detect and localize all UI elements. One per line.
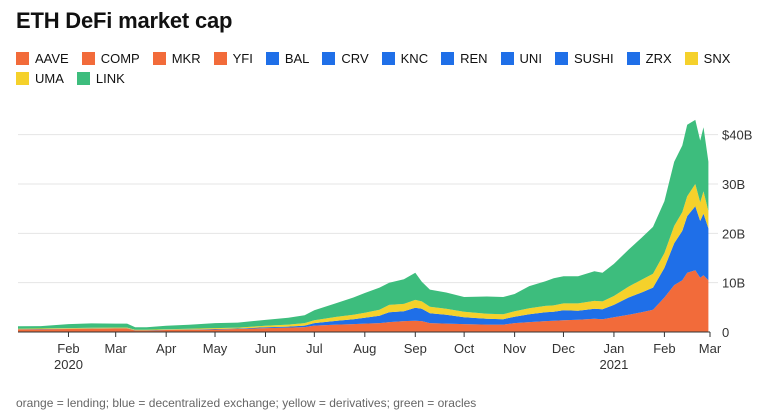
x-tick-label: Apr	[156, 341, 177, 356]
chart-legend: AAVE COMP MKR YFI BAL CRV KNC REN UNI SUSHI ZRX SNX…	[16, 50, 756, 86]
legend-label: UMA	[35, 70, 64, 86]
legend-item-link: LINK	[76, 70, 125, 86]
legend-label: KNC	[400, 50, 429, 66]
x-tick-label: Jan	[603, 341, 624, 356]
y-tick-label: 30B	[722, 177, 745, 192]
legend-swatch	[16, 71, 29, 85]
legend-swatch	[322, 51, 336, 65]
legend-label: COMP	[100, 50, 140, 66]
x-tick-label: Aug	[353, 341, 376, 356]
gridlines	[18, 134, 718, 284]
legend-item-snx: SNX	[684, 50, 731, 66]
legend-label: YFI	[232, 50, 253, 66]
y-tick-label: $40B	[722, 128, 752, 143]
stacked-areas	[18, 119, 709, 332]
y-axis: 0 10B 20B 30B $40B	[722, 128, 752, 340]
legend-swatch	[554, 51, 568, 65]
chart-title: ETH DeFi market cap	[16, 8, 233, 33]
legend-swatch	[213, 51, 227, 65]
legend-swatch	[76, 71, 90, 85]
series-area-oracles	[18, 119, 709, 330]
legend-item-comp: COMP	[81, 50, 140, 66]
y-tick-label: 20B	[722, 226, 745, 241]
legend-item-aave: AAVE	[16, 50, 69, 66]
legend-item-zrx: ZRX	[626, 50, 672, 66]
series-area-lending	[18, 270, 709, 332]
legend-label: REN	[460, 50, 488, 66]
legend-swatch	[265, 51, 279, 65]
legend-label: SUSHI	[573, 50, 614, 66]
legend-item-sushi: SUSHI	[554, 50, 614, 66]
x-tick-label: Jul	[306, 341, 323, 356]
legend-label: CRV	[341, 50, 369, 66]
legend-item-uma: UMA	[16, 70, 64, 86]
legend-swatch	[16, 51, 29, 65]
legend-label: LINK	[95, 70, 125, 86]
legend-item-crv: CRV	[322, 50, 369, 66]
x-tick-label: Dec	[552, 341, 576, 356]
legend-swatch	[441, 51, 455, 65]
legend-swatch	[152, 51, 166, 65]
legend-label: SNX	[703, 50, 731, 66]
legend-swatch	[81, 51, 95, 65]
legend-item-uni: UNI	[500, 50, 542, 66]
x-tick-label: Feb	[57, 341, 79, 356]
legend-item-knc: KNC	[381, 50, 429, 66]
legend-label: MKR	[171, 50, 201, 66]
legend-swatch	[500, 51, 514, 65]
legend-item-bal: BAL	[265, 50, 310, 66]
legend-swatch	[684, 51, 698, 65]
x-tick-label: Mar	[699, 341, 722, 356]
y-tick-label: 10B	[722, 276, 745, 291]
legend-item-mkr: MKR	[152, 50, 201, 66]
y-tick-label: 0	[722, 325, 729, 340]
legend-label: UNI	[519, 50, 542, 66]
legend-label: AAVE	[35, 50, 69, 66]
legend-item-ren: REN	[441, 50, 488, 66]
legend-swatch	[626, 51, 640, 65]
legend-item-yfi: YFI	[213, 50, 253, 66]
x-tick-label: May	[203, 341, 228, 356]
x-tick-label: Oct	[454, 341, 475, 356]
chart-footnote: orange = lending; blue = decentralized e…	[16, 396, 477, 410]
legend-label: BAL	[284, 50, 310, 66]
x-tick-label: Nov	[503, 341, 527, 356]
x-tick-label: Jun	[255, 341, 276, 356]
x-tick-year-label: 2020	[54, 357, 83, 372]
legend-swatch	[381, 51, 395, 65]
x-tick-label: Mar	[104, 341, 127, 356]
x-tick-label: Feb	[653, 341, 675, 356]
x-tick-year-label: 2021	[599, 357, 628, 372]
legend-label: ZRX	[645, 50, 672, 66]
x-tick-label: Sep	[404, 341, 427, 356]
